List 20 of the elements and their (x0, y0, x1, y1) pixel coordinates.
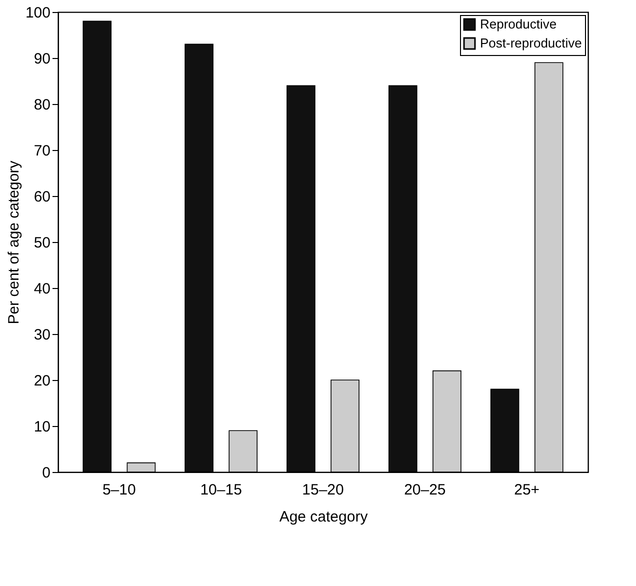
x-tick-label: 25+ (514, 482, 540, 498)
y-tick-label: 60 (34, 188, 50, 206)
y-tick-label: 0 (42, 464, 50, 482)
y-tick-label: 80 (34, 96, 50, 114)
x-tick-label: 15–20 (302, 482, 344, 498)
x-tick-label: 5–10 (102, 482, 136, 498)
legend-label: Reproductive (480, 16, 557, 32)
y-tick-label: 10 (34, 418, 50, 436)
y-tick-label: 90 (34, 50, 50, 68)
y-tick-label: 30 (34, 326, 50, 344)
y-tick-label: 50 (34, 234, 50, 252)
y-axis-title: Per cent of age category (5, 160, 22, 324)
legend-label: Post-reproductive (480, 36, 582, 50)
y-tick-label: 70 (34, 142, 50, 160)
y-tick-label: 100 (25, 4, 50, 22)
y-tick-label: 20 (34, 372, 50, 390)
y-tick-label: 40 (34, 280, 50, 298)
x-tick-label: 10–15 (200, 482, 242, 498)
x-axis-title: Age category (279, 508, 368, 526)
x-tick-label: 20–25 (404, 482, 446, 498)
